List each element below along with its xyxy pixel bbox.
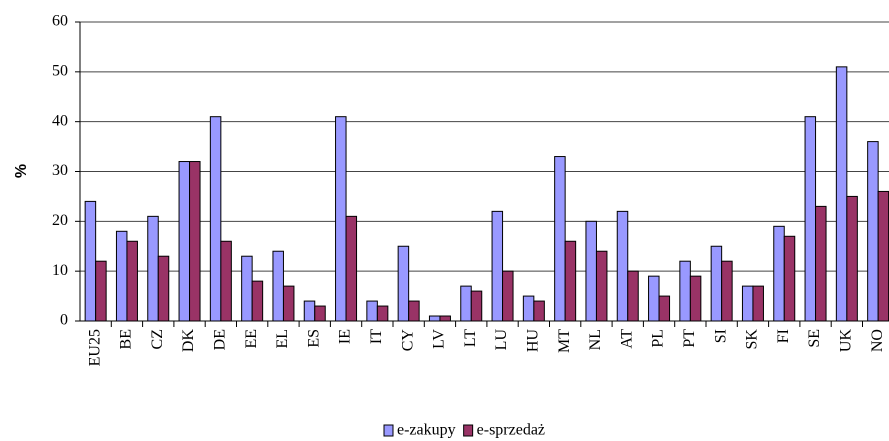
bar <box>178 161 191 322</box>
bar <box>522 295 535 322</box>
bar <box>147 215 159 322</box>
bar <box>689 275 702 322</box>
bar <box>564 240 577 322</box>
x-tick-label: IT <box>368 329 385 344</box>
x-tick-label: EL <box>274 329 291 349</box>
bar <box>846 195 858 322</box>
x-tick-label: PT <box>681 329 698 348</box>
bar <box>554 156 566 322</box>
x-tick-label: UK <box>838 329 855 353</box>
legend-swatch <box>463 424 474 437</box>
y-tick-label: 50 <box>52 63 68 80</box>
x-tick-label: SI <box>712 329 729 343</box>
bar <box>658 295 671 322</box>
bar <box>220 240 232 322</box>
x-tick-label: AT <box>618 329 635 349</box>
x-tick-label: CZ <box>149 329 166 349</box>
bar <box>470 290 483 322</box>
bar <box>835 66 848 322</box>
bar <box>282 285 295 322</box>
bar <box>335 116 347 322</box>
x-tick-label: LT <box>462 329 479 347</box>
x-tick-label: DE <box>212 329 229 350</box>
bar <box>491 210 504 322</box>
bar <box>616 210 629 322</box>
bar <box>272 250 284 322</box>
bar <box>877 190 889 322</box>
bar <box>595 250 608 322</box>
bar <box>439 315 451 322</box>
x-tick-label: ES <box>305 329 322 348</box>
bar <box>126 240 138 322</box>
x-tick-label: NL <box>587 329 604 350</box>
x-tick-label: CY <box>399 329 416 352</box>
y-axis-label: % <box>13 164 30 178</box>
x-tick-label: LV <box>431 329 448 349</box>
bar <box>679 260 691 322</box>
legend-swatch <box>383 424 394 437</box>
x-tick-label: IE <box>337 329 354 344</box>
bar <box>345 215 358 322</box>
bar <box>533 300 545 322</box>
y-tick-label: 10 <box>52 262 68 279</box>
bar <box>721 260 733 322</box>
y-tick-label: 40 <box>52 112 68 129</box>
bar <box>408 300 420 322</box>
bar <box>741 285 754 322</box>
bar <box>710 245 723 322</box>
bar <box>752 285 764 322</box>
bar <box>115 230 128 322</box>
bar <box>241 255 253 322</box>
bar <box>397 245 410 322</box>
bar <box>773 225 785 322</box>
bar <box>366 300 378 322</box>
bar <box>627 270 639 322</box>
bar <box>209 116 222 322</box>
bar <box>867 141 879 322</box>
y-tick-label: 30 <box>52 162 68 179</box>
bar <box>189 161 201 322</box>
bar <box>95 260 107 322</box>
bar <box>815 205 827 322</box>
x-tick-label: PL <box>650 329 667 348</box>
legend-label: e-zakupy <box>397 422 456 439</box>
bar <box>804 116 817 322</box>
bar <box>460 285 472 322</box>
x-tick-label: SK <box>744 329 761 350</box>
y-tick-label: 0 <box>60 312 68 329</box>
bar <box>585 220 597 322</box>
x-tick-label: HU <box>525 329 542 353</box>
x-tick-label: EE <box>243 329 260 349</box>
legend-label: e-sprzedaż <box>477 422 545 439</box>
x-tick-label: NO <box>869 329 886 352</box>
bar <box>251 280 264 322</box>
x-tick-label: EU25 <box>86 329 103 366</box>
bar <box>157 255 170 322</box>
x-tick-label: BE <box>118 329 135 349</box>
x-tick-label: FI <box>775 329 792 343</box>
x-tick-label: LU <box>493 329 510 351</box>
y-tick-label: 60 <box>52 13 68 30</box>
bar <box>314 305 326 322</box>
bar <box>84 200 97 322</box>
bar <box>376 305 389 322</box>
bar <box>303 300 316 322</box>
bar <box>783 235 796 322</box>
x-tick-label: SE <box>806 329 823 348</box>
bar <box>502 270 514 322</box>
x-tick-label: MT <box>556 329 573 353</box>
bar <box>648 275 660 322</box>
x-tick-label: DK <box>180 329 197 353</box>
y-tick-label: 20 <box>52 212 68 229</box>
bar <box>428 315 441 322</box>
